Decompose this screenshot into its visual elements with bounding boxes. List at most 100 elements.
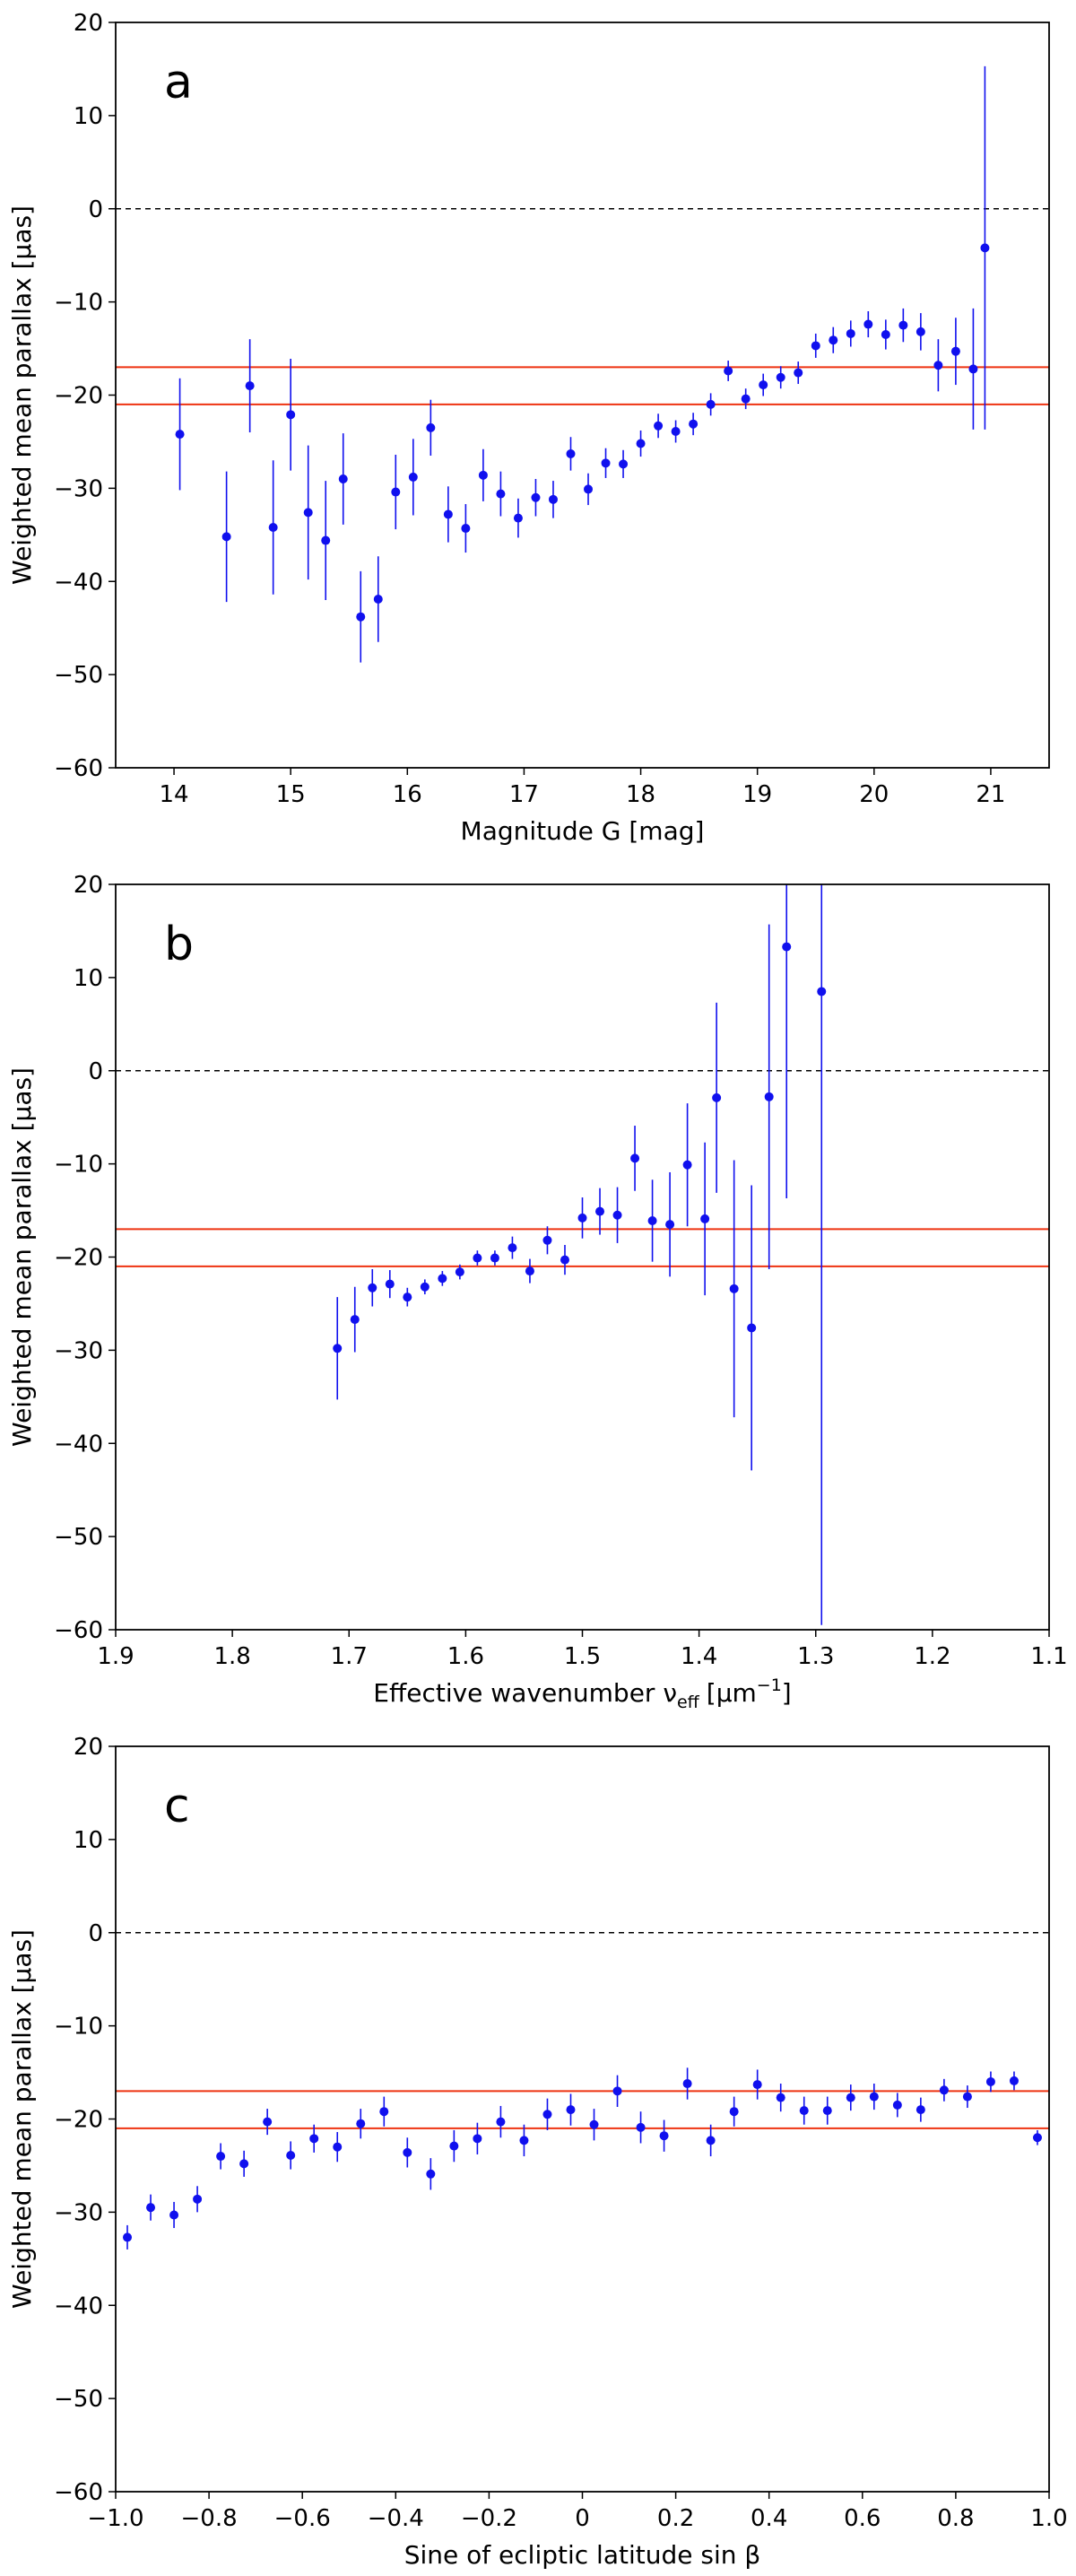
data-point [712, 1092, 722, 1102]
y-tick-label: −60 [54, 2479, 103, 2506]
data-point [303, 508, 313, 518]
data-point [420, 1282, 430, 1292]
data-point [286, 2151, 296, 2161]
data-point [473, 2134, 482, 2144]
data-point [542, 2110, 552, 2119]
x-tick-label: 1.0 [1030, 2505, 1067, 2532]
x-tick-label: 19 [742, 781, 772, 808]
data-series [175, 65, 990, 663]
data-point [438, 1274, 447, 1284]
data-point [689, 419, 699, 429]
data-point [630, 1153, 640, 1163]
data-point [671, 427, 681, 437]
y-tick-label: −20 [54, 1245, 103, 1272]
data-point [846, 2093, 855, 2102]
x-tick-label: 15 [276, 781, 306, 808]
data-point [461, 524, 471, 534]
data-point [333, 2142, 343, 2152]
data-point [443, 509, 453, 519]
data-point [682, 1160, 692, 1170]
data-point [764, 1092, 774, 1101]
data-point [385, 1279, 395, 1289]
data-point [985, 2076, 995, 2086]
y-tick-label: −30 [54, 1337, 103, 1364]
x-axis-label-subscript: eff [677, 1693, 700, 1712]
data-point [829, 335, 838, 345]
data-point [193, 2194, 203, 2204]
data-point [898, 320, 908, 330]
y-tick-label: −30 [54, 2199, 103, 2226]
x-tick-label: 1.4 [681, 1643, 717, 1670]
data-point [584, 484, 594, 494]
data-point [169, 2210, 179, 2220]
data-point [747, 1323, 757, 1333]
data-point [782, 942, 792, 952]
data-point [950, 346, 960, 356]
x-tick-label: 0 [575, 2505, 590, 2532]
x-axis-label-unit: [μm [707, 1678, 757, 1708]
y-tick-label: −10 [54, 290, 103, 317]
data-point [566, 2105, 576, 2115]
x-tick-label: 0.6 [844, 2505, 881, 2532]
data-point [706, 2136, 716, 2145]
y-tick-label: −10 [54, 2014, 103, 2041]
data-point [1009, 2076, 1019, 2085]
data-point [933, 361, 943, 370]
y-tick-label: −20 [54, 2107, 103, 2134]
data-point [473, 1253, 482, 1263]
data-point [595, 1206, 605, 1216]
data-point [519, 2136, 529, 2145]
x-axis-label-unit-close: ] [782, 1678, 792, 1708]
data-series [333, 884, 827, 1625]
x-tick-label: −0.6 [274, 2505, 331, 2532]
data-point [531, 492, 541, 502]
y-tick-label: −20 [54, 383, 103, 410]
data-point [654, 421, 664, 431]
data-point [962, 2092, 972, 2102]
data-point [449, 2141, 459, 2151]
data-point [724, 366, 733, 376]
y-tick-label: 0 [88, 196, 103, 223]
data-point [601, 458, 611, 468]
data-point [799, 2106, 809, 2116]
x-axis-label-superscript: −1 [757, 1675, 782, 1695]
y-tick-label: −30 [54, 475, 103, 502]
y-tick-label: −40 [54, 569, 103, 596]
x-tick-label: 14 [160, 781, 189, 808]
y-tick-label: 20 [74, 10, 103, 37]
data-point [863, 319, 873, 329]
x-tick-label: 1.6 [447, 1643, 484, 1670]
panel-a: 14 15 16 17 18 19 20 21 20 10 0 −10 −20 −30 −40 −50 −60 M… [7, 10, 1050, 846]
panel-letter: b [164, 918, 194, 971]
data-point [379, 2107, 389, 2117]
y-tick-label: 0 [88, 1920, 103, 1947]
data-point [881, 329, 890, 339]
data-point [776, 2093, 785, 2102]
x-tick-label: 1.9 [97, 1643, 134, 1670]
data-point [729, 1284, 739, 1293]
data-point [915, 326, 925, 336]
y-tick-label: −40 [54, 2293, 103, 2319]
data-point [350, 1315, 360, 1325]
x-axis-label: Sine of ecliptic latitude sin β [404, 2540, 761, 2570]
data-point [216, 2152, 226, 2162]
y-tick-label: 10 [74, 103, 103, 130]
x-tick-label: −0.8 [181, 2505, 238, 2532]
data-point [245, 381, 255, 391]
data-point [508, 1243, 517, 1253]
x-tick-label: −0.2 [461, 2505, 517, 2532]
data-point [525, 1266, 534, 1276]
data-point [490, 1253, 499, 1263]
data-series [123, 2067, 1042, 2250]
y-tick-label: 10 [74, 1827, 103, 1854]
data-point [939, 2085, 949, 2095]
y-tick-label: 0 [88, 1058, 103, 1085]
data-point [776, 372, 785, 382]
x-tick-label: 1.5 [564, 1643, 601, 1670]
data-point [403, 1292, 412, 1302]
x-tick-label: 1.2 [914, 1643, 950, 1670]
x-axis-label: Effective wavenumber νeff [μm−1] [373, 1675, 791, 1712]
data-point [794, 368, 803, 378]
data-point [391, 487, 401, 497]
data-point [619, 459, 629, 469]
